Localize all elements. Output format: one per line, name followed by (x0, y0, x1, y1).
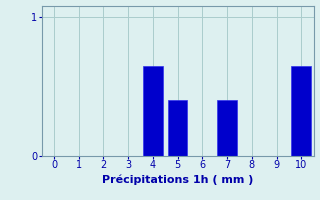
Bar (143, 66, 163, 156)
Bar (291, 66, 311, 156)
Bar (168, 100, 188, 156)
X-axis label: Précipitations 1h ( mm ): Précipitations 1h ( mm ) (102, 174, 253, 185)
Bar (217, 100, 237, 156)
